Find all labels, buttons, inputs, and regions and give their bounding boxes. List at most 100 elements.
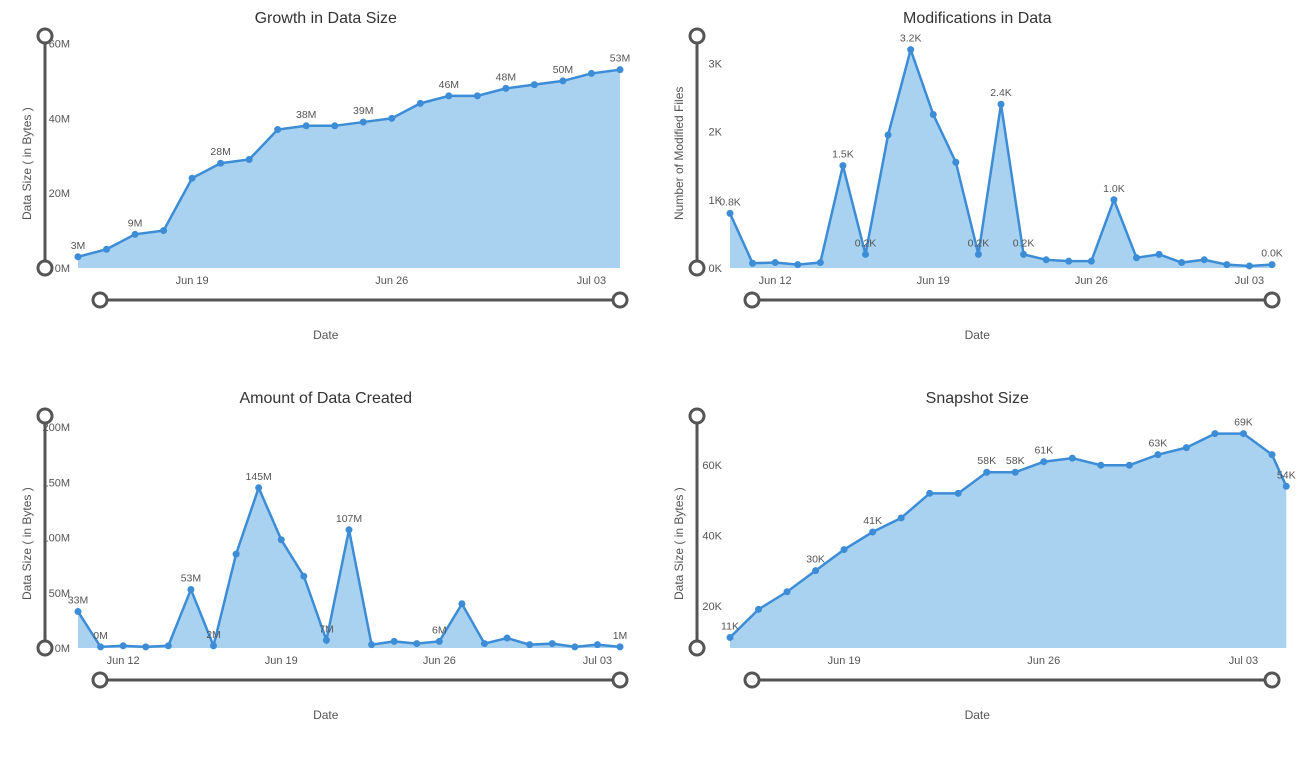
data-point[interactable] [954, 490, 961, 497]
data-point[interactable] [187, 586, 194, 593]
data-point[interactable] [884, 131, 891, 138]
data-point[interactable] [1245, 262, 1252, 269]
data-point[interactable] [794, 261, 801, 268]
data-point[interactable] [388, 115, 395, 122]
data-point[interactable] [588, 70, 595, 77]
data-point[interactable] [75, 253, 82, 260]
y-range-slider-knob[interactable] [690, 641, 704, 655]
data-point[interactable] [1268, 451, 1275, 458]
data-point[interactable] [812, 567, 819, 574]
data-point[interactable] [1087, 258, 1094, 265]
data-point[interactable] [502, 85, 509, 92]
x-range-slider-knob[interactable] [1265, 673, 1279, 687]
data-point[interactable] [840, 546, 847, 553]
data-point[interactable] [1097, 462, 1104, 469]
data-point[interactable] [368, 641, 375, 648]
data-point[interactable] [1065, 258, 1072, 265]
data-point[interactable] [458, 600, 465, 607]
data-point[interactable] [142, 643, 149, 650]
data-point[interactable] [246, 156, 253, 163]
y-range-slider-knob[interactable] [690, 261, 704, 275]
data-point[interactable] [165, 642, 172, 649]
data-point[interactable] [1282, 483, 1289, 490]
data-point[interactable] [97, 643, 104, 650]
data-point[interactable] [360, 119, 367, 126]
data-point[interactable] [323, 637, 330, 644]
data-point[interactable] [997, 101, 1004, 108]
data-point[interactable] [417, 100, 424, 107]
data-point[interactable] [771, 259, 778, 266]
data-point[interactable] [445, 92, 452, 99]
data-point[interactable] [481, 640, 488, 647]
data-point[interactable] [132, 231, 139, 238]
data-point[interactable] [504, 635, 511, 642]
data-point[interactable] [983, 469, 990, 476]
data-point[interactable] [1200, 256, 1207, 263]
x-range-slider-knob[interactable] [613, 293, 627, 307]
data-point[interactable] [300, 573, 307, 580]
data-point[interactable] [331, 122, 338, 129]
data-point[interactable] [1133, 254, 1140, 261]
data-point[interactable] [120, 642, 127, 649]
data-point[interactable] [1182, 444, 1189, 451]
data-point[interactable] [749, 260, 756, 267]
data-point[interactable] [75, 608, 82, 615]
data-point[interactable] [617, 66, 624, 73]
data-point[interactable] [1011, 469, 1018, 476]
data-point[interactable] [726, 210, 733, 217]
data-point[interactable] [160, 227, 167, 234]
data-point[interactable] [1042, 256, 1049, 263]
data-point[interactable] [816, 259, 823, 266]
data-point[interactable] [929, 111, 936, 118]
y-range-slider-knob[interactable] [38, 409, 52, 423]
data-point[interactable] [617, 643, 624, 650]
data-point[interactable] [869, 529, 876, 536]
data-point[interactable] [1268, 261, 1275, 268]
data-point[interactable] [303, 122, 310, 129]
data-point[interactable] [346, 526, 353, 533]
x-range-slider-knob[interactable] [93, 673, 107, 687]
data-point[interactable] [233, 551, 240, 558]
data-point[interactable] [783, 588, 790, 595]
data-point[interactable] [217, 160, 224, 167]
y-range-slider-knob[interactable] [38, 29, 52, 43]
data-point[interactable] [755, 606, 762, 613]
data-point[interactable] [278, 536, 285, 543]
data-point[interactable] [210, 642, 217, 649]
data-point[interactable] [862, 251, 869, 258]
data-point[interactable] [1110, 196, 1117, 203]
data-point[interactable] [255, 484, 262, 491]
data-point[interactable] [189, 175, 196, 182]
x-range-slider-knob[interactable] [613, 673, 627, 687]
data-point[interactable] [1178, 259, 1185, 266]
data-point[interactable] [926, 490, 933, 497]
data-point[interactable] [1239, 430, 1246, 437]
data-point[interactable] [952, 159, 959, 166]
data-point[interactable] [413, 640, 420, 647]
x-range-slider-knob[interactable] [93, 293, 107, 307]
data-point[interactable] [897, 514, 904, 521]
data-point[interactable] [436, 638, 443, 645]
data-point[interactable] [1020, 251, 1027, 258]
data-point[interactable] [1223, 261, 1230, 268]
data-point[interactable] [1125, 462, 1132, 469]
data-point[interactable] [549, 640, 556, 647]
x-range-slider-knob[interactable] [745, 673, 759, 687]
x-range-slider-knob[interactable] [1265, 293, 1279, 307]
data-point[interactable] [1211, 430, 1218, 437]
data-point[interactable] [474, 92, 481, 99]
data-point[interactable] [1154, 451, 1161, 458]
data-point[interactable] [274, 126, 281, 133]
data-point[interactable] [391, 638, 398, 645]
data-point[interactable] [531, 81, 538, 88]
data-point[interactable] [594, 641, 601, 648]
data-point[interactable] [907, 46, 914, 53]
data-point[interactable] [1155, 251, 1162, 258]
data-point[interactable] [1068, 455, 1075, 462]
data-point[interactable] [974, 251, 981, 258]
data-point[interactable] [526, 641, 533, 648]
y-range-slider-knob[interactable] [38, 641, 52, 655]
y-range-slider-knob[interactable] [690, 29, 704, 43]
data-point[interactable] [726, 634, 733, 641]
x-range-slider-knob[interactable] [745, 293, 759, 307]
